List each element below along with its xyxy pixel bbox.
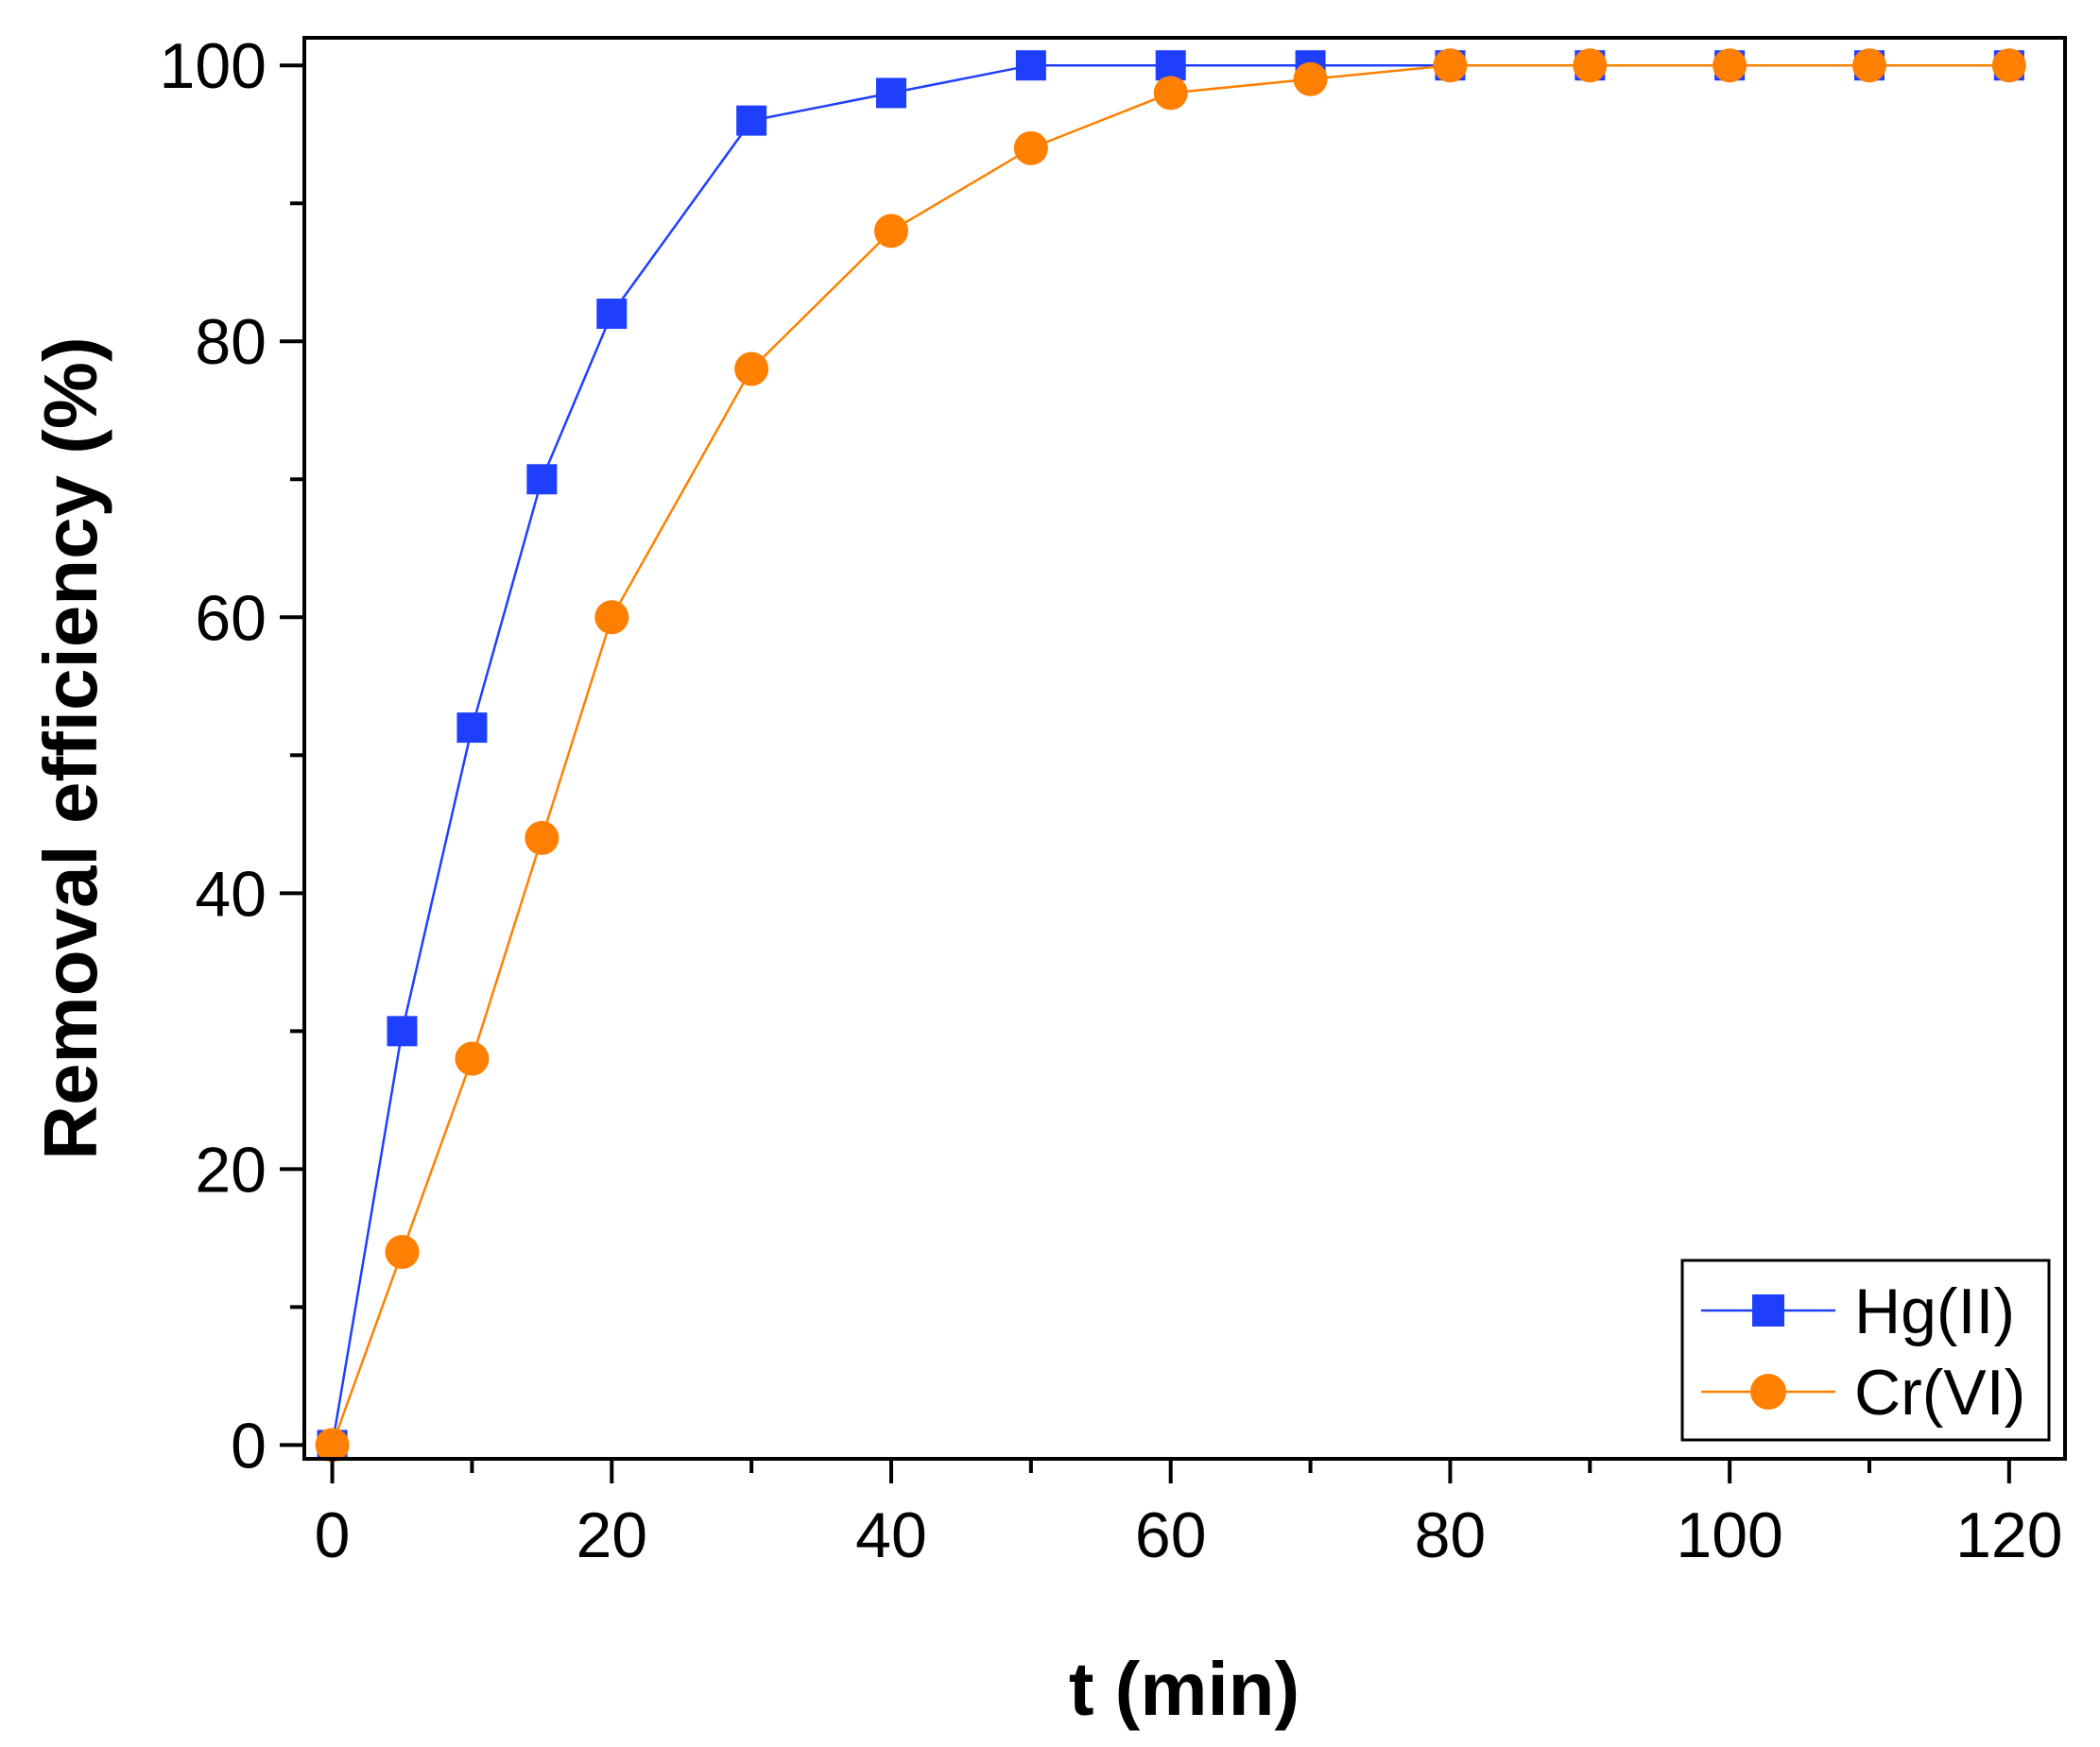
series-line-0 (331, 63, 2009, 1446)
axis-ticks: 0 20 40 60 80 100 120 0 20 40 60 80 100 (160, 30, 2063, 1571)
data-point (315, 1428, 350, 1463)
legend-marker (1752, 1294, 1784, 1327)
data-point (1852, 48, 1886, 83)
y-tick-label: 100 (160, 30, 267, 102)
series-line-1 (331, 63, 2009, 1446)
x-tick-label: 120 (1955, 1499, 2062, 1571)
x-tick-label: 100 (1676, 1499, 1782, 1571)
data-point (1713, 48, 1747, 83)
data-point (526, 464, 558, 495)
data-point (385, 1234, 420, 1269)
x-tick-label: 20 (576, 1499, 647, 1571)
legend-box (1680, 1259, 2051, 1442)
data-point (1015, 50, 1046, 81)
y-tick-label: 60 (195, 582, 267, 654)
x-tick-label: 80 (1415, 1499, 1487, 1571)
data-point (1991, 48, 2026, 83)
y-axis-title: Removal efficiency (%) (28, 336, 112, 1159)
y-tick-label: 0 (231, 1410, 267, 1482)
data-point (734, 351, 769, 386)
x-tick-label: 40 (855, 1499, 927, 1571)
data-point (1155, 50, 1186, 81)
data-point (876, 77, 906, 109)
plot-frame (302, 36, 2067, 1461)
x-tick-label: 60 (1135, 1499, 1207, 1571)
y-tick-label: 80 (195, 306, 267, 378)
data-point (387, 1016, 418, 1047)
data-point (874, 214, 908, 248)
legend-label: Cr(VI) (1854, 1357, 2025, 1429)
x-axis-title: t (min) (1069, 1647, 1300, 1731)
legend-label: Hg(II) (1854, 1276, 2015, 1347)
data-point (736, 105, 767, 136)
data-point (1573, 48, 1608, 83)
legend-marker (1750, 1374, 1786, 1410)
data-point (1013, 130, 1048, 165)
data-point (594, 600, 629, 635)
x-tick-label: 0 (315, 1499, 351, 1571)
y-tick-label: 40 (195, 858, 267, 930)
data-point (456, 712, 488, 744)
data-point (525, 820, 559, 855)
data-point (1153, 76, 1188, 111)
data-point (1433, 48, 1468, 83)
y-tick-label: 20 (195, 1134, 267, 1206)
data-point (455, 1041, 490, 1076)
data-point (1293, 61, 1328, 96)
data-point (596, 299, 628, 330)
legend: Hg(II) Cr(VI) (1680, 1259, 2051, 1442)
plot-area (315, 48, 2026, 1463)
